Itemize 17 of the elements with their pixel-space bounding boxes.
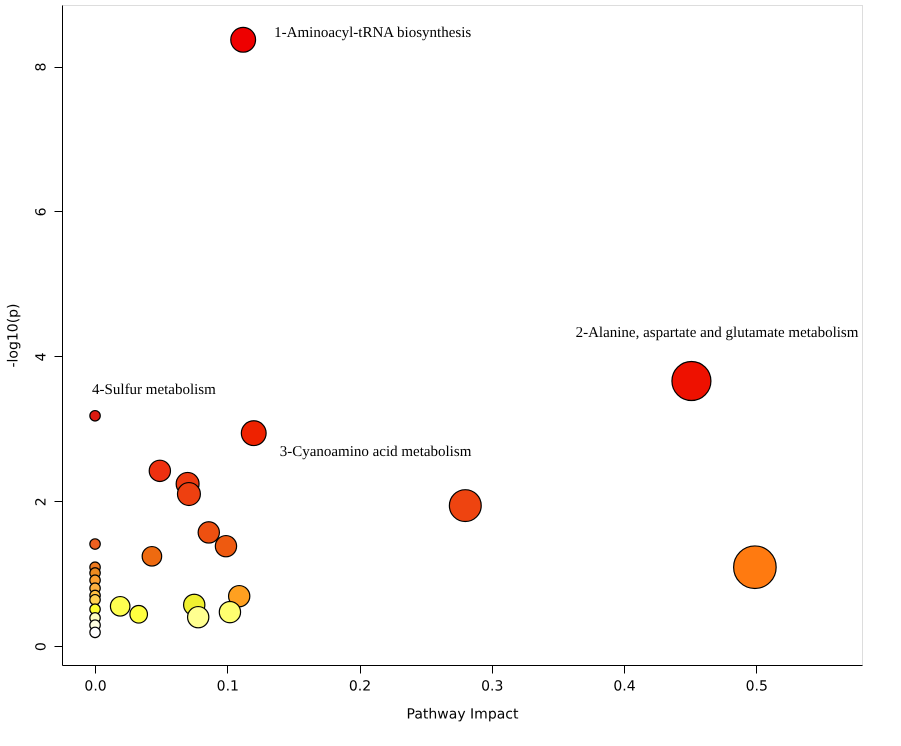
y-axis-title: -log10(p): [6, 303, 22, 368]
annotation: 1-Aminoacyl-tRNA biosynthesis: [274, 24, 472, 41]
x-tick-label: 0.2: [348, 678, 372, 694]
y-tick-label: 4: [34, 352, 50, 362]
annotation: 2-Alanine, aspartate and glutamate metabolism: [576, 325, 859, 342]
annotation: 3-Cyanoamino acid metabolism: [280, 444, 472, 460]
y-tick-label: 2: [34, 497, 50, 506]
x-tick-label: 0.5: [746, 678, 768, 694]
y-tick-label: 8: [34, 62, 50, 72]
annotation: 4-Sulfur metabolism: [92, 382, 216, 398]
x-axis-title: Pathway Impact: [406, 706, 519, 722]
x-tick-label: 0.1: [216, 678, 239, 694]
y-tick-label: 0: [34, 642, 50, 652]
y-tick-label: 6: [34, 207, 50, 216]
x-tick-label: 0.0: [84, 678, 107, 694]
x-tick-label: 0.4: [613, 678, 636, 694]
x-tick-label: 0.3: [481, 678, 504, 694]
